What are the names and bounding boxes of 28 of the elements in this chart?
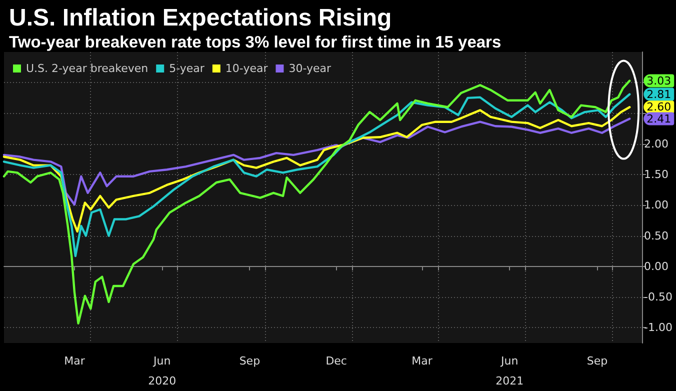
y-tick-label: 1.50	[644, 168, 668, 182]
legend-label: 30-year	[288, 62, 332, 75]
data-label: 2.81	[646, 88, 672, 101]
chart-title: U.S. Inflation Expectations Rising	[9, 4, 392, 32]
x-tick-label: Jun 2021	[496, 354, 524, 388]
x-tick-label: Mar	[64, 354, 86, 368]
y-tick-label: 1.00	[644, 198, 668, 212]
x-tick-label: Dec	[326, 354, 347, 368]
data-label: 2.41	[646, 112, 672, 126]
x-tick-label: Sep	[586, 354, 608, 368]
x-tick-label: Mar	[412, 354, 433, 368]
line-series	[2, 80, 631, 324]
x-tick-label: Sep	[239, 354, 260, 368]
y-tick-label: -0.50	[644, 290, 672, 304]
y-tick-label: 0.00	[644, 260, 668, 273]
y-tick-label: 2.00	[644, 137, 668, 150]
line-series	[2, 93, 631, 258]
data-label: 3.03	[646, 74, 672, 88]
y-tick-label: -1.00	[644, 321, 672, 334]
data-label: 2.60	[646, 100, 672, 114]
legend-label: 5-year	[169, 62, 205, 75]
chart-subtitle: Two-year breakeven rate tops 3% level for first time in 15 years	[9, 34, 502, 52]
line-series	[2, 118, 631, 206]
legend-label: U.S. 2-year breakeven	[26, 62, 148, 75]
line-series	[2, 106, 631, 233]
x-tick-label: Jun 2020	[148, 354, 176, 388]
y-tick-label: 0.50	[644, 229, 668, 242]
legend-label: 10-year	[225, 62, 268, 75]
